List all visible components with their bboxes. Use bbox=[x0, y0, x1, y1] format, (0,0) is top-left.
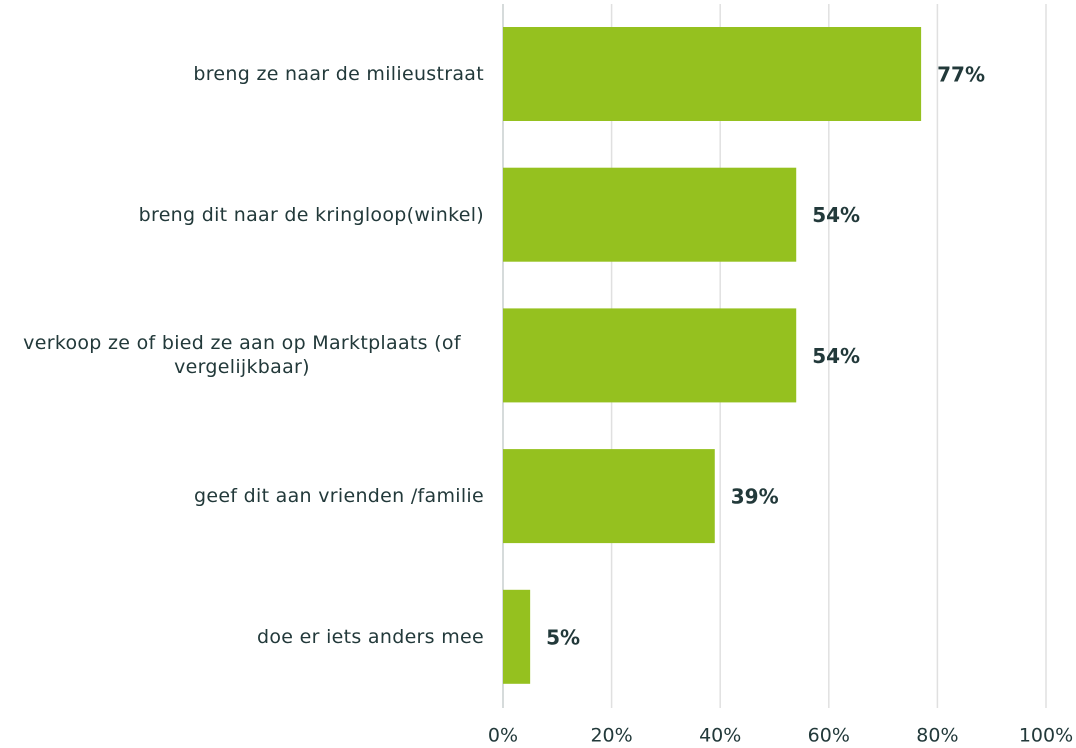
y-tick-label: geef dit aan vrienden /familie bbox=[193, 485, 484, 508]
value-label: 77% bbox=[937, 63, 985, 87]
category-label-box: breng ze naar de milieustraat bbox=[0, 62, 484, 86]
category-label-box: doe er iets anders mee bbox=[0, 625, 484, 649]
x-tick-label: 60% bbox=[808, 725, 850, 747]
category-label-box: verkoop ze of bied ze aan op Marktplaats… bbox=[0, 331, 484, 379]
value-label: 54% bbox=[812, 344, 860, 368]
bar bbox=[503, 589, 531, 684]
x-tick-label: 20% bbox=[590, 725, 632, 747]
bar bbox=[503, 167, 797, 262]
category-label-box: breng dit naar de kringloop(winkel) bbox=[0, 203, 484, 227]
category-label-box: geef dit aan vrienden /familie bbox=[0, 484, 484, 508]
value-label: 39% bbox=[731, 485, 779, 509]
bar bbox=[503, 449, 715, 544]
y-tick-label: doe er iets anders mee bbox=[257, 625, 484, 648]
x-tick-label: 100% bbox=[1019, 725, 1073, 747]
x-tick-label: 80% bbox=[916, 725, 958, 747]
bar bbox=[503, 308, 797, 403]
value-label: 54% bbox=[812, 203, 860, 227]
value-label: 5% bbox=[546, 625, 580, 649]
y-tick-label: breng ze naar de milieustraat bbox=[193, 63, 484, 85]
y-tick-label: breng dit naar de kringloop(winkel) bbox=[138, 203, 484, 226]
x-tick-label: 40% bbox=[699, 725, 741, 747]
x-tick-label: 0% bbox=[488, 725, 518, 747]
y-tick-label: verkoop ze of bied ze aan op Marktplaats… bbox=[23, 332, 461, 379]
bar bbox=[503, 27, 922, 121]
